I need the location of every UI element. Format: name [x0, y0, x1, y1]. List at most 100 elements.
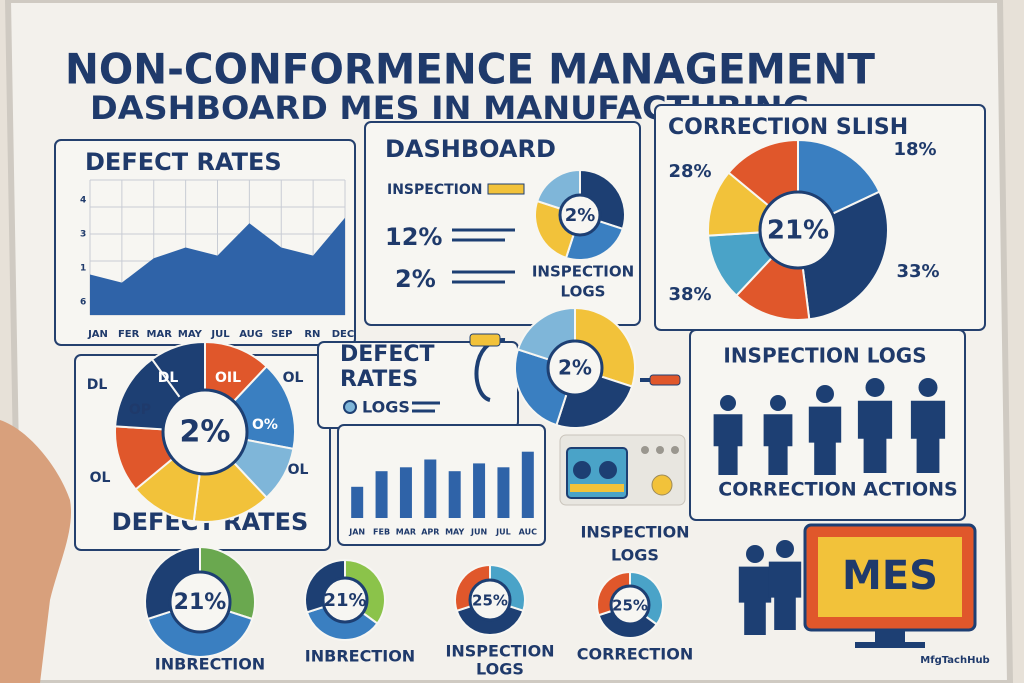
connector-end	[469, 333, 501, 347]
donut-center-label: 21%	[323, 590, 366, 611]
donut-hole	[609, 584, 651, 626]
device-illustration	[559, 434, 686, 506]
person-icon	[746, 545, 764, 563]
segment-label: OL	[288, 462, 309, 478]
x-tick-label: JUN	[470, 528, 487, 537]
panel-title: DEFECT	[340, 342, 435, 367]
panel-title: RATES	[340, 367, 418, 392]
x-tick-label: RN	[304, 329, 320, 340]
segment-label: O%	[252, 417, 278, 433]
lines-icon	[452, 228, 515, 284]
panel-footer: CORRECTION ACTIONS	[718, 479, 957, 501]
donut-center-label: 21%	[767, 216, 829, 246]
caption: INBRECTION	[155, 655, 265, 674]
mes-screen: MES	[842, 553, 938, 599]
donut-center-label: 2%	[180, 415, 231, 450]
segment-label: DL	[87, 377, 108, 393]
panel-title: INSPECTION LOGS	[723, 344, 926, 368]
bar	[424, 459, 437, 518]
donut-center-label: 25%	[472, 592, 508, 610]
bar	[497, 467, 510, 518]
y-tick-label: 3	[80, 230, 86, 240]
bar	[448, 471, 461, 518]
x-tick-label: MAR	[396, 528, 416, 537]
donut-center-label: 25%	[612, 597, 648, 615]
segment-label: OIL	[215, 370, 241, 386]
person-icon	[808, 406, 842, 475]
percent-label: 33%	[896, 261, 939, 282]
mes-monitor	[803, 523, 977, 648]
donut-center-label: 2%	[558, 356, 592, 380]
person-icon	[857, 400, 893, 473]
person-icon	[713, 414, 743, 475]
panel-title: DASHBOARD	[385, 135, 556, 163]
bar	[473, 463, 486, 518]
x-tick-label: AUC	[519, 528, 537, 537]
person-icon	[768, 561, 802, 630]
donut-hole	[546, 339, 604, 397]
segment-label: OL	[283, 370, 304, 386]
person-icon	[865, 378, 885, 397]
x-tick-label: SEP	[271, 329, 292, 340]
person-icon	[720, 395, 736, 411]
connector-end	[649, 374, 681, 386]
y-tick-label: 4	[80, 196, 86, 206]
donut-center-label: 21%	[174, 590, 227, 615]
caption: LOGS	[561, 283, 606, 301]
person-icon	[763, 414, 793, 475]
x-tick-label: MAY	[445, 528, 464, 537]
caption: INSPECTION	[445, 642, 554, 661]
caption: CORRECTION	[577, 645, 694, 664]
bar	[351, 486, 364, 518]
caption: INSPECTION	[580, 523, 689, 542]
donut-hole	[558, 193, 602, 237]
person-icon	[910, 400, 946, 473]
person-icon	[770, 395, 786, 411]
y-tick-label: 6	[80, 298, 86, 308]
stat: 12%	[385, 223, 442, 251]
bar	[521, 451, 534, 518]
segment-label: DL	[158, 370, 179, 386]
donut-hole	[161, 388, 249, 476]
stat: 2%	[395, 265, 436, 293]
person-icon	[918, 378, 938, 397]
caption: LOGS	[476, 660, 524, 679]
person-icon	[776, 540, 794, 558]
panel-title: CORRECTION SLISH	[668, 115, 908, 140]
lines-icon	[412, 401, 440, 413]
x-tick-label: AUG	[239, 329, 263, 340]
donut-center-label: 2%	[565, 205, 596, 226]
x-tick-label: APR	[421, 528, 439, 537]
x-tick-label: FER	[118, 329, 140, 340]
bar-icon	[487, 183, 525, 195]
y-tick-label: 1	[80, 264, 86, 274]
hand	[0, 420, 71, 683]
area	[90, 217, 345, 315]
x-tick-label: MAR	[147, 329, 173, 340]
donut-hole	[168, 570, 232, 634]
percent-label: 38%	[668, 284, 711, 305]
percent-label: 28%	[668, 161, 711, 182]
person-icon	[738, 566, 772, 635]
x-tick-label: DEC	[332, 329, 354, 340]
caption: INBRECTION	[305, 647, 415, 666]
bar	[375, 471, 388, 518]
caption: LOGS	[611, 546, 659, 565]
panel-title: DEFECT RATES	[85, 148, 282, 176]
segment-label: OP	[129, 402, 151, 418]
donut-hole	[468, 578, 512, 622]
percent-label: 18%	[893, 139, 936, 160]
segment-label: OL	[90, 470, 111, 486]
donut-hole	[758, 190, 838, 270]
x-tick-label: JAN	[87, 329, 108, 340]
x-tick-label: FEB	[373, 528, 390, 537]
x-tick-label: MAY	[178, 329, 203, 340]
label: INSPECTION	[387, 182, 482, 198]
bar	[399, 467, 412, 518]
donut-hole	[321, 576, 369, 624]
person-icon	[816, 385, 834, 403]
caption: INSPECTION	[532, 263, 634, 281]
label: LOGS	[362, 398, 410, 417]
